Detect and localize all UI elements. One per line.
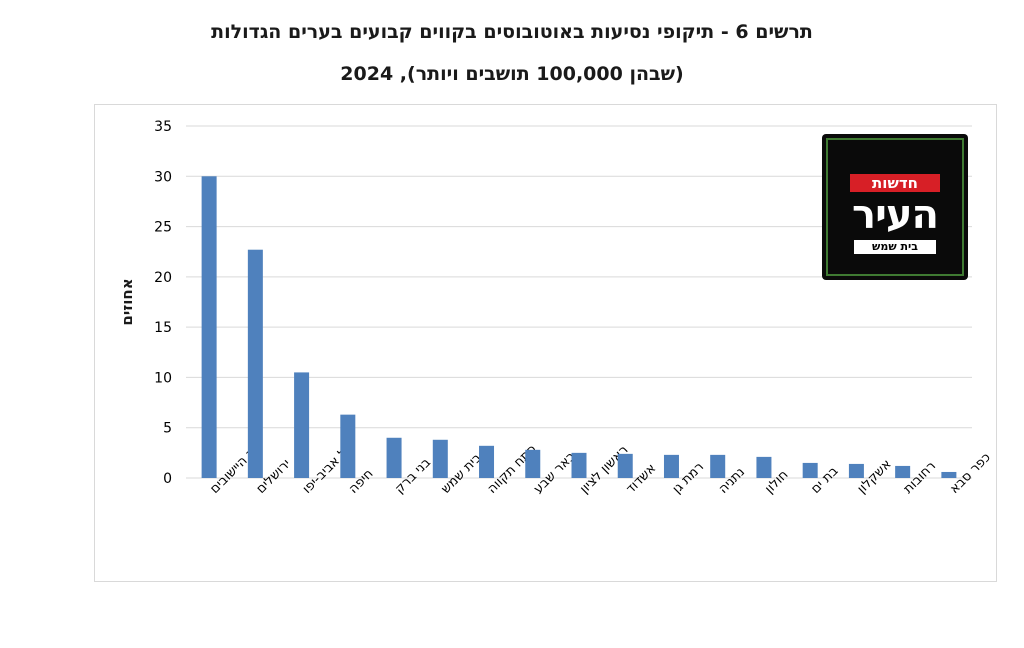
logo-top-text: חדשות [850, 174, 940, 192]
logo-border: חדשות העיר בית שמש [826, 138, 964, 276]
bar [479, 445, 495, 478]
bar [386, 437, 402, 478]
logo-main-text: העיר [852, 192, 939, 238]
y-tick-label: 35 [154, 119, 172, 135]
y-tick-label: 30 [154, 169, 172, 185]
bar [710, 454, 726, 478]
bar [571, 452, 587, 478]
bar [663, 454, 679, 478]
bar [756, 456, 772, 478]
news-logo: חדשות העיר בית שמש [822, 134, 968, 280]
bar [802, 462, 818, 478]
y-axis-label: אחוזים [118, 278, 136, 325]
bar [895, 465, 911, 478]
y-tick-label: 20 [154, 270, 172, 286]
bar [294, 372, 310, 478]
chart-title: תרשים 6 - תיקופי נסיעות באוטובוסים בקווי… [0, 18, 1024, 88]
bar [432, 439, 448, 478]
bar [247, 249, 263, 478]
title-line-2: (שבהן 100,000 תושבים ויותר), 2024 [340, 63, 684, 85]
title-line-1: תרשים 6 - תיקופי נסיעות באוטובוסים בקווי… [211, 21, 813, 43]
y-tick-label: 10 [154, 370, 172, 386]
y-tick-label: 25 [154, 220, 172, 236]
bar [340, 414, 356, 478]
bar [848, 463, 864, 478]
bar [525, 449, 541, 478]
bar [941, 471, 957, 478]
logo-bottom-text: בית שמש [854, 240, 936, 254]
y-tick-label: 0 [163, 471, 172, 487]
bar [617, 453, 633, 478]
y-tick-label: 15 [154, 320, 172, 336]
bar [201, 176, 217, 479]
y-tick-label: 5 [163, 421, 172, 437]
